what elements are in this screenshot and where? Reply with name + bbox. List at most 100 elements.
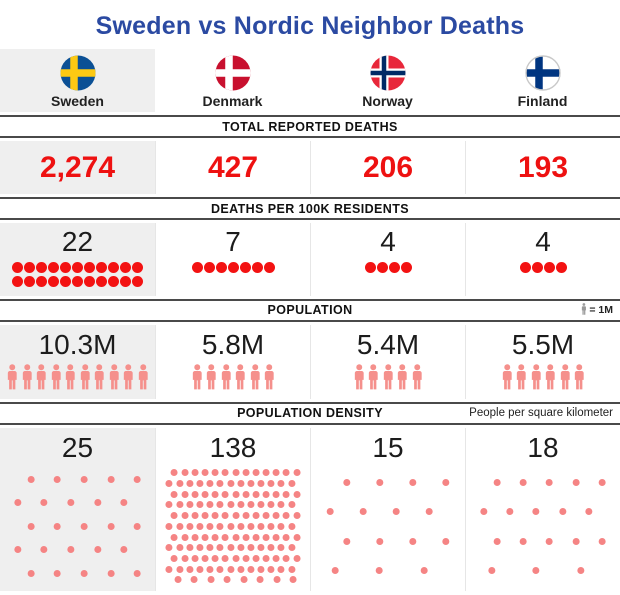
death-rate-dots: [162, 261, 304, 275]
death-rate-dot: [108, 276, 119, 288]
density-dot: [282, 469, 290, 477]
density-dot: [191, 555, 199, 562]
density-dot-row: [169, 490, 301, 498]
person-icon: [574, 363, 584, 389]
density-value: 15: [372, 431, 404, 463]
density-dot: [479, 508, 487, 516]
density-dot: [293, 512, 301, 520]
person-icon: [138, 363, 148, 389]
person-icon: [545, 363, 555, 389]
population-pictogram: [156, 363, 310, 390]
person-icon: [354, 363, 364, 389]
density-dot-row: [169, 533, 301, 541]
person-icon: [560, 363, 570, 389]
density-dot: [237, 565, 245, 573]
density-dot: [519, 478, 527, 486]
density-dot: [272, 512, 280, 520]
density-dot-row: [483, 537, 615, 545]
per-100k-cell-denmark: 7: [155, 223, 310, 296]
density-dot: [256, 576, 264, 584]
density-dot: [211, 533, 219, 541]
density-dot: [277, 544, 285, 552]
flag-cell-finland: Finland: [465, 49, 620, 112]
death-rate-dot: [239, 262, 251, 274]
death-rate-dot: [48, 276, 59, 288]
density-dot: [120, 546, 128, 554]
density-dot: [288, 565, 296, 573]
density-dot: [267, 501, 275, 509]
density-dot: [237, 544, 245, 552]
density-dot: [252, 533, 260, 541]
per-100k-cell-norway: 4: [310, 223, 465, 296]
density-dot: [242, 490, 250, 498]
density-dot: [181, 490, 189, 498]
sweden-flag-icon: [60, 55, 95, 90]
person-icon: [36, 363, 46, 389]
density-dot: [186, 522, 194, 530]
death-rate-dot: [96, 262, 107, 274]
death-rate-dot: [263, 262, 275, 274]
density-dot: [262, 469, 270, 477]
density-dot: [67, 546, 75, 554]
total-deaths-cell-finland: 193: [465, 141, 620, 194]
population-row: 10.3M 5.8M 5.4M 5.5M: [0, 324, 620, 399]
flag-cell-norway: Norway: [310, 49, 465, 112]
density-dot: [252, 512, 260, 520]
density-dot: [576, 567, 584, 575]
density-dot: [282, 555, 290, 562]
density-dot: [201, 512, 209, 520]
density-dot-row: [4, 499, 137, 507]
death-rate-dot: [36, 262, 47, 274]
country-name: Norway: [362, 93, 413, 109]
density-dot-pattern: [156, 467, 310, 585]
density-dot: [216, 479, 224, 487]
death-rate-dot: [24, 276, 35, 288]
density-dot-row: [169, 469, 301, 477]
density-dot: [237, 479, 245, 487]
total-deaths-value: 193: [517, 151, 569, 184]
density-dot: [257, 522, 265, 530]
death-rate-dot: [60, 262, 71, 274]
density-dot: [425, 508, 433, 516]
density-dot: [221, 533, 229, 541]
density-dot: [165, 522, 173, 530]
density-dot: [493, 537, 501, 545]
density-dot: [282, 512, 290, 520]
density-dot: [272, 555, 280, 562]
density-dot-row: [17, 522, 150, 530]
density-dot: [186, 565, 194, 573]
density-dot: [191, 469, 199, 477]
density-dot: [232, 555, 240, 562]
density-dot: [176, 501, 184, 509]
density-dot: [176, 565, 184, 573]
density-dot: [211, 512, 219, 520]
death-rate-dot: [12, 276, 23, 288]
flag-cell-denmark: Denmark: [155, 49, 310, 112]
density-dot: [201, 533, 209, 541]
density-dot-row: [164, 479, 296, 487]
density-dot: [221, 512, 229, 520]
density-dot-row: [313, 567, 445, 575]
density-dot: [196, 501, 204, 509]
density-dot: [14, 499, 22, 507]
death-rate-dot: [251, 262, 263, 274]
density-dot-row: [169, 555, 301, 562]
death-rate-dot: [36, 276, 47, 288]
density-dot: [257, 565, 265, 573]
density-dot: [376, 567, 384, 575]
section-label: DEATHS PER 100K RESIDENTS: [210, 201, 409, 216]
person-icon: [221, 363, 231, 389]
density-dot: [262, 533, 270, 541]
density-dot: [252, 469, 260, 477]
density-dot: [186, 544, 194, 552]
person-icon: [109, 363, 119, 389]
density-dot: [206, 479, 214, 487]
density-dot-row: [330, 478, 462, 486]
density-dot: [221, 469, 229, 477]
density-dot: [170, 490, 178, 498]
population-pictogram: [0, 363, 155, 390]
denmark-flag-icon: [215, 55, 250, 90]
density-dot: [165, 479, 173, 487]
density-dot: [359, 508, 367, 516]
section-label: POPULATION DENSITY: [237, 406, 383, 421]
